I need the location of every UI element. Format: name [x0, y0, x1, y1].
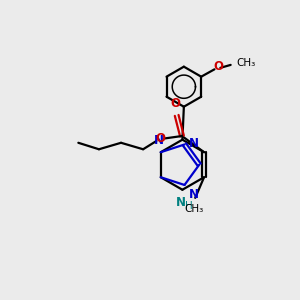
Text: O: O [170, 97, 180, 110]
Text: N: N [189, 136, 199, 149]
Text: CH₃: CH₃ [236, 58, 255, 68]
Text: CH₃: CH₃ [184, 204, 203, 214]
Text: H: H [185, 201, 193, 211]
Text: O: O [213, 61, 223, 74]
Text: N: N [176, 196, 186, 209]
Text: N: N [189, 188, 199, 201]
Text: N: N [154, 134, 164, 147]
Text: O: O [156, 133, 166, 146]
